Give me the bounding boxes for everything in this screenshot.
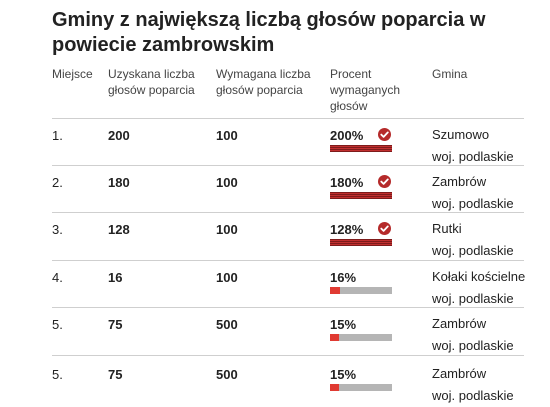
obtained-cell: 16	[108, 270, 123, 285]
header-percent: Procent wymaganych głosów	[330, 67, 401, 113]
check-icon	[378, 222, 391, 235]
required-cell: 500	[216, 317, 238, 332]
obtained-cell: 128	[108, 222, 130, 237]
row-divider	[52, 307, 524, 308]
row-divider	[52, 118, 524, 119]
check-icon	[378, 175, 391, 188]
percent-value: 15%	[330, 367, 357, 382]
gmina-region: woj. podlaskie	[432, 338, 514, 353]
required-cell: 100	[216, 128, 238, 143]
percent-value: 180%	[330, 175, 364, 190]
required-cell: 100	[216, 270, 238, 285]
place-cell: 5.	[52, 367, 63, 382]
row-divider	[52, 165, 524, 166]
check-icon	[378, 128, 391, 141]
obtained-cell: 200	[108, 128, 130, 143]
gmina-name: Rutki	[432, 221, 462, 236]
progress-fill	[330, 192, 392, 199]
header-required: Wymagana liczba głosów poparcia	[216, 67, 311, 97]
place-cell: 5.	[52, 317, 63, 332]
gmina-region: woj. podlaskie	[432, 388, 514, 403]
progress-fill	[330, 239, 392, 246]
gmina-name: Kołaki kościelne	[432, 269, 526, 284]
page-title: Gminy z największą liczbą głosów poparci…	[52, 9, 486, 56]
gmina-name: Zambrów	[432, 174, 487, 189]
percent-value: 16%	[330, 270, 357, 285]
header-gmina: Gmina	[432, 67, 468, 81]
gmina-region: woj. podlaskie	[432, 196, 514, 211]
obtained-cell: 75	[108, 367, 123, 382]
percent-value: 200%	[330, 128, 364, 143]
header-place: Miejsce	[52, 67, 93, 81]
required-cell: 100	[216, 222, 238, 237]
place-cell: 3.	[52, 222, 63, 237]
header-obtained: Uzyskana liczba głosów poparcia	[108, 67, 195, 97]
place-cell: 1.	[52, 128, 63, 143]
gmina-region: woj. podlaskie	[432, 291, 514, 306]
progress-bar	[330, 192, 392, 199]
progress-fill	[330, 145, 392, 152]
place-cell: 4.	[52, 270, 63, 285]
required-cell: 100	[216, 175, 238, 190]
required-cell: 500	[216, 367, 238, 382]
gmina-name: Szumowo	[432, 127, 490, 142]
progress-bar	[330, 145, 392, 152]
progress-fill	[330, 334, 339, 341]
gmina-name: Zambrów	[432, 316, 487, 331]
row-divider	[52, 355, 524, 356]
progress-bar	[330, 287, 392, 294]
progress-bar	[330, 334, 392, 341]
obtained-cell: 180	[108, 175, 130, 190]
gmina-region: woj. podlaskie	[432, 149, 514, 164]
row-divider	[52, 212, 524, 213]
progress-bar	[330, 384, 392, 391]
progress-fill	[330, 287, 340, 294]
percent-value: 128%	[330, 222, 364, 237]
progress-fill	[330, 384, 339, 391]
row-divider	[52, 260, 524, 261]
gmina-name: Zambrów	[432, 366, 487, 381]
gmina-region: woj. podlaskie	[432, 243, 514, 258]
progress-bar	[330, 239, 392, 246]
place-cell: 2.	[52, 175, 63, 190]
percent-value: 15%	[330, 317, 357, 332]
obtained-cell: 75	[108, 317, 123, 332]
